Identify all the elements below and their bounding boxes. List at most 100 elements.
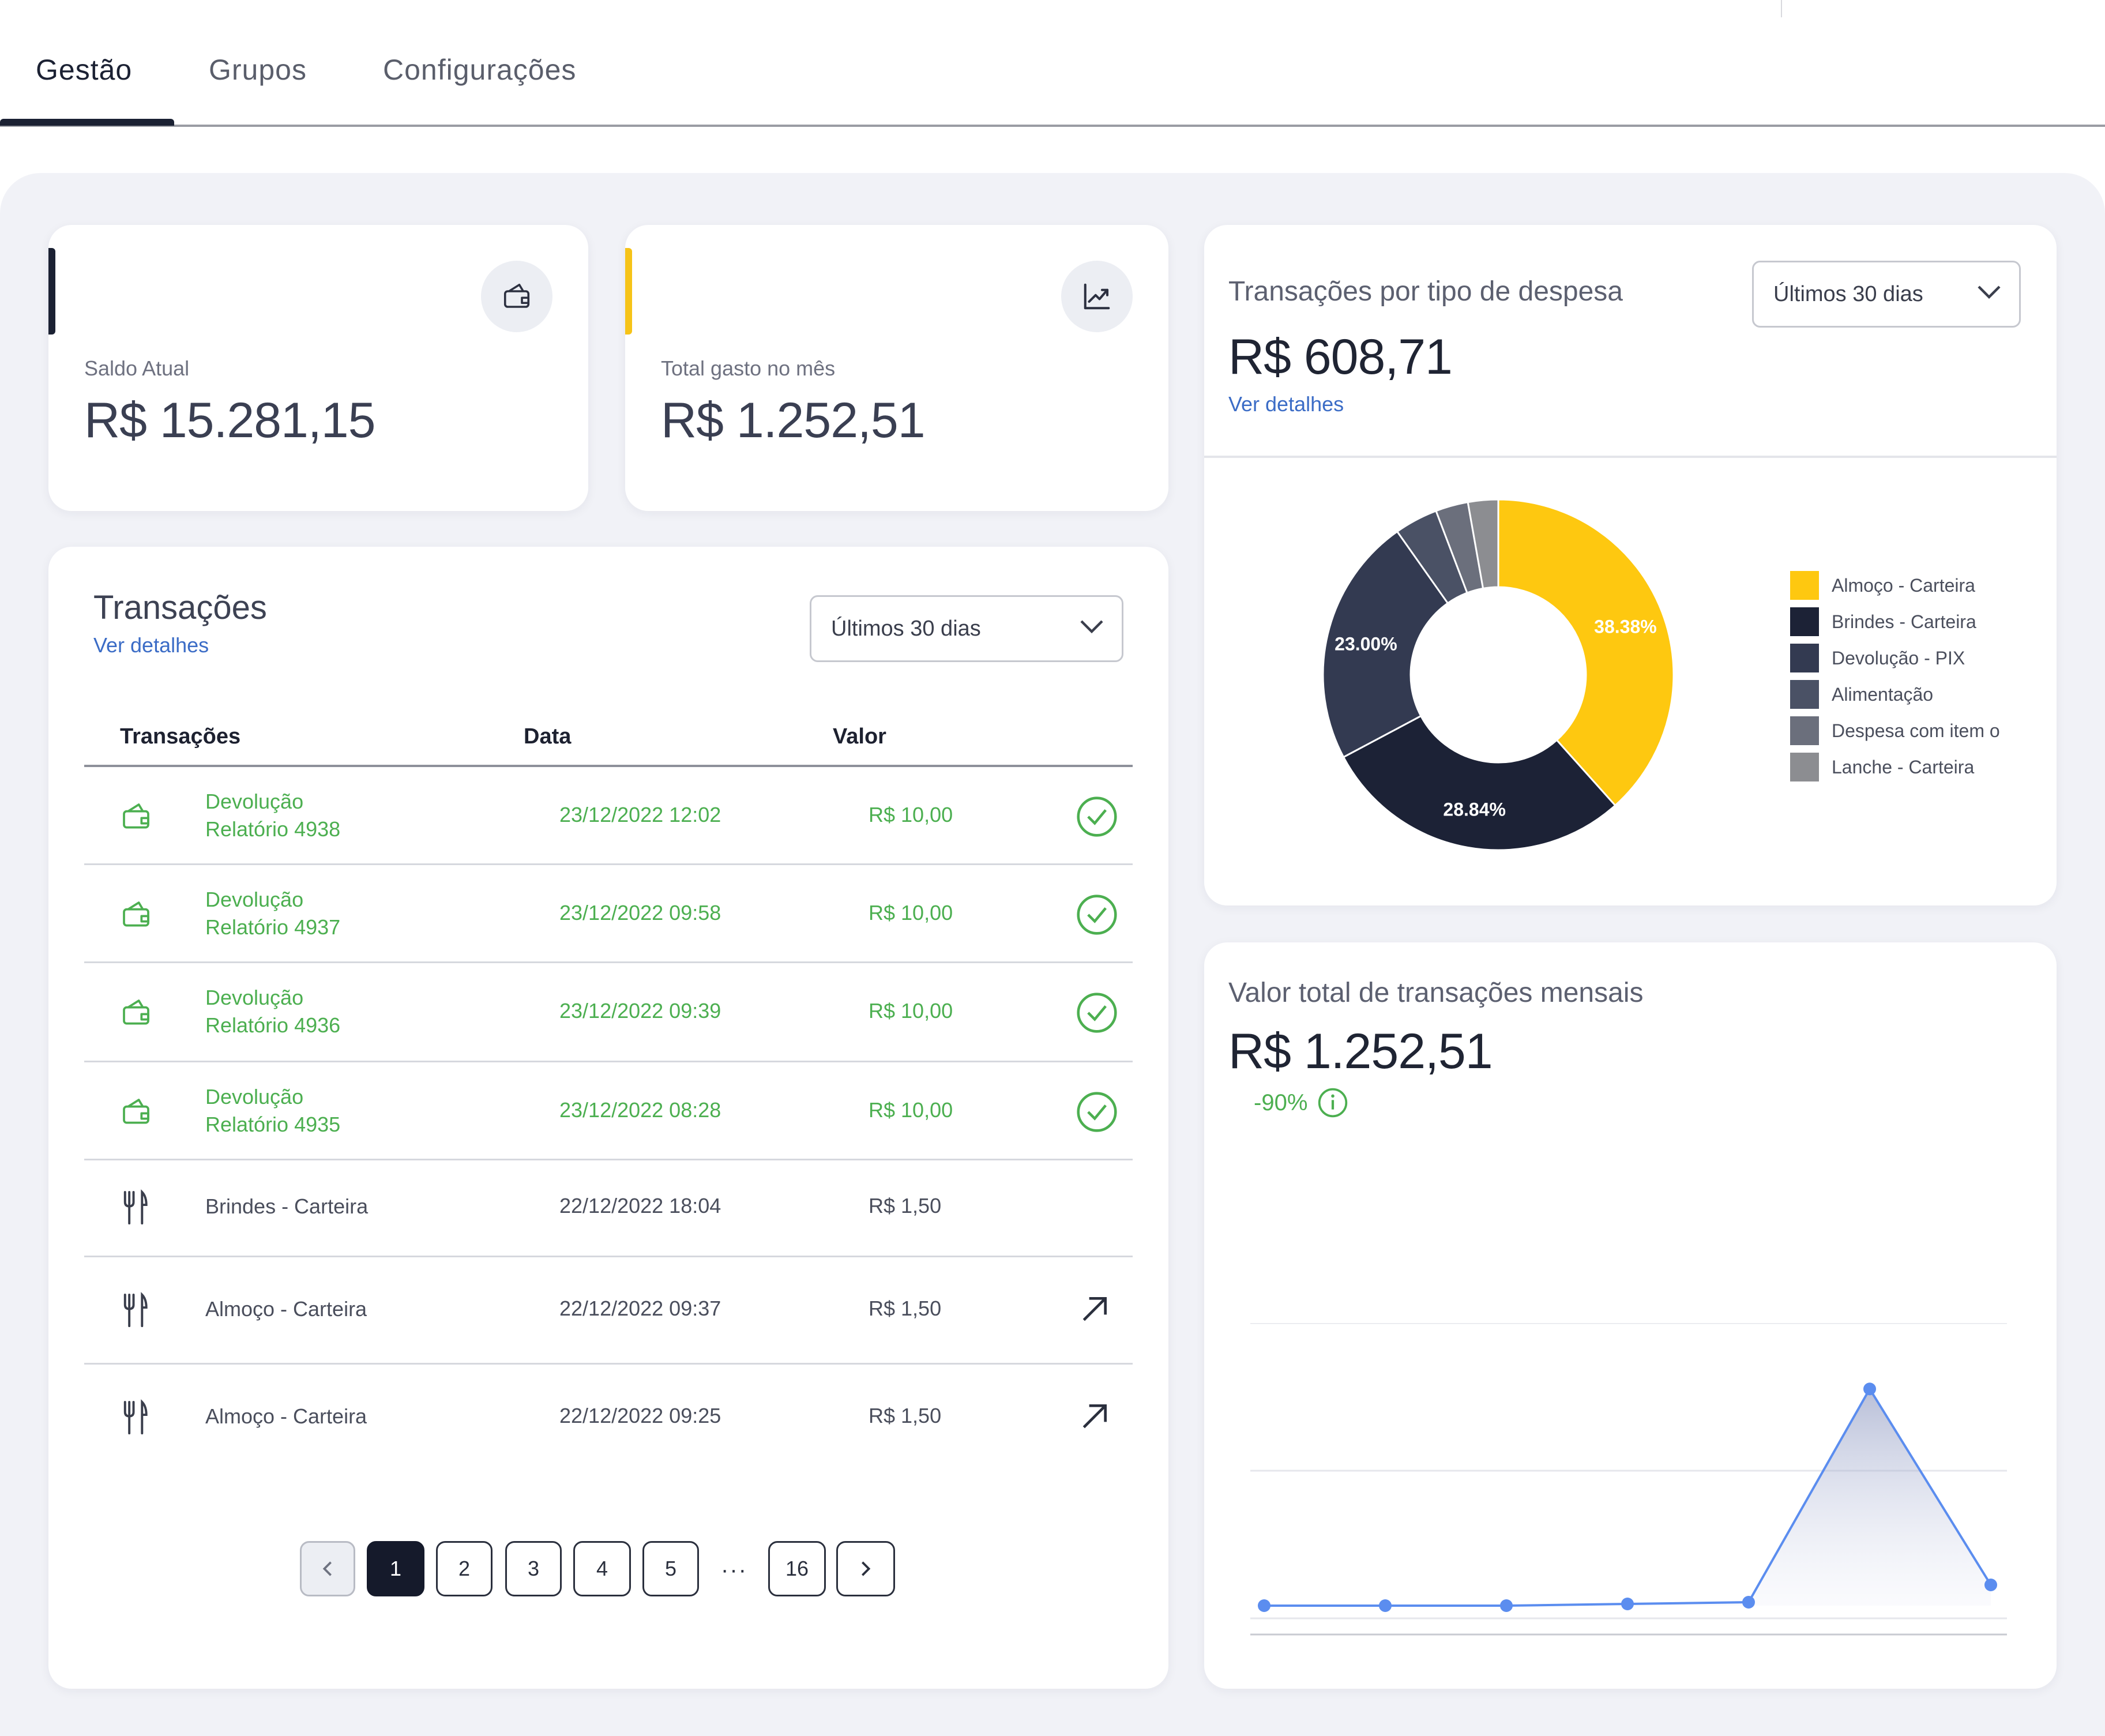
table-row[interactable]: Devolução Relatório 4935 23/12/2022 08:28… [84, 1062, 1133, 1160]
row-divider [84, 1363, 1133, 1365]
transaction-name: Devolução Relatório 4938 [205, 790, 341, 841]
check-circle-icon [1077, 1092, 1117, 1132]
data-point[interactable] [1621, 1598, 1634, 1610]
legend-swatch [1790, 571, 1819, 600]
legend-swatch [1790, 680, 1819, 709]
transaction-name: Almoço - Carteira [205, 1297, 367, 1321]
row-divider [84, 1256, 1133, 1257]
legend-label: Brindes - Carteira [1832, 611, 1976, 632]
expense-details-link[interactable]: Ver detalhes [1228, 392, 1344, 416]
area-fill [1264, 1389, 1991, 1606]
transaction-date: 22/12/2022 09:37 [559, 1297, 721, 1320]
check-circle-icon [1077, 993, 1117, 1033]
wallet-icon [123, 803, 149, 829]
info-icon[interactable] [1317, 1087, 1349, 1119]
legend-item[interactable]: Despesa com item o [1790, 716, 2022, 745]
transactions-details-link[interactable]: Ver detalhes [93, 633, 209, 657]
pagination-prev-button[interactable] [300, 1541, 355, 1596]
transactions-period-value: Últimos 30 dias [831, 616, 981, 641]
monthly-total-title: Valor total de transações mensais [1228, 978, 1644, 1008]
column-header-date[interactable]: Data [524, 724, 572, 749]
chevron-left-icon [322, 1561, 332, 1576]
expense-type-title: Transações por tipo de despesa [1228, 276, 1623, 307]
fork-knife-icon [123, 1399, 148, 1435]
table-row[interactable]: Devolução Relatório 4937 23/12/2022 09:58… [84, 865, 1133, 963]
check-circle-icon [1077, 796, 1117, 837]
legend-swatch [1790, 607, 1819, 636]
donut-data-label: 28.84% [1443, 799, 1506, 820]
trend-up-chart-icon[interactable] [1061, 261, 1133, 332]
transaction-name: Almoço - Carteira [205, 1404, 367, 1428]
expense-card-divider [1204, 456, 2057, 458]
pagination-ellipsis: ··· [721, 1557, 747, 1583]
tab-grupos[interactable]: Grupos [209, 54, 307, 86]
arrow-up-right-icon[interactable] [1078, 1400, 1111, 1433]
column-header-transactions[interactable]: Transações [120, 724, 241, 749]
header-divider [1781, 0, 1782, 17]
pagination-page-3[interactable]: 3 [505, 1541, 562, 1596]
table-row[interactable]: Almoço - Carteira 22/12/2022 09:25 R$ 1,… [84, 1365, 1133, 1472]
chevron-down-icon [1978, 285, 2001, 299]
pagination-page-last[interactable]: 16 [768, 1541, 826, 1596]
legend-label: Lanche - Carteira [1832, 756, 1975, 777]
legend-item[interactable]: Brindes - Carteira [1790, 607, 2022, 636]
monthly-area-chart [1250, 1323, 2007, 1636]
donut-slice[interactable] [1342, 715, 1617, 851]
legend-label: Alimentação [1832, 683, 1934, 705]
wallet-icon [123, 1099, 149, 1124]
donut-slice[interactable] [1322, 530, 1449, 758]
table-row[interactable]: Brindes - Carteira 22/12/2022 18:04 R$ 1… [84, 1160, 1133, 1257]
table-row[interactable]: Devolução Relatório 4938 23/12/2022 12:02… [84, 767, 1133, 865]
transaction-name: Devolução Relatório 4935 [205, 1085, 341, 1136]
data-point[interactable] [1863, 1382, 1876, 1396]
column-header-value[interactable]: Valor [833, 724, 886, 749]
table-row[interactable]: Almoço - Carteira 22/12/2022 09:37 R$ 1,… [84, 1257, 1133, 1365]
legend-label: Devolução - PIX [1832, 647, 1965, 668]
expense-type-card: Transações por tipo de despesa R$ 608,71… [1204, 225, 2057, 905]
tab-configuracoes[interactable]: Configurações [383, 54, 577, 86]
data-point[interactable] [1500, 1599, 1513, 1612]
monthly-delta-value: -90% [1254, 1089, 1308, 1115]
legend-item[interactable]: Lanche - Carteira [1790, 753, 2022, 781]
row-divider [84, 863, 1133, 865]
donut-slice[interactable] [1497, 498, 1675, 807]
donut-slice[interactable] [1467, 498, 1499, 590]
pagination-page-5[interactable]: 5 [642, 1541, 699, 1596]
wallet-icon[interactable] [481, 261, 552, 332]
arrow-up-right-icon[interactable] [1078, 1293, 1111, 1325]
transaction-value: R$ 10,00 [869, 1098, 953, 1122]
data-point[interactable] [1379, 1599, 1392, 1612]
transaction-date: 23/12/2022 12:02 [559, 803, 721, 826]
pagination-next-button[interactable] [836, 1541, 895, 1596]
top-tab-bar: Gestão Grupos Configurações [0, 0, 2105, 127]
legend-item[interactable]: Alimentação [1790, 680, 2022, 709]
transactions-title: Transações [93, 589, 267, 626]
tab-gestao[interactable]: Gestão [36, 54, 133, 86]
fork-knife-icon [123, 1189, 148, 1225]
legend-item[interactable]: Almoço - Carteira [1790, 571, 2022, 600]
transaction-value: R$ 10,00 [869, 999, 953, 1023]
spend-value: R$ 1.252,51 [661, 393, 926, 448]
row-divider [84, 1061, 1133, 1062]
legend-swatch [1790, 644, 1819, 672]
check-circle-icon [1077, 895, 1117, 935]
row-divider [84, 1159, 1133, 1160]
data-point[interactable] [1984, 1579, 1997, 1591]
balance-label: Saldo Atual [84, 356, 190, 380]
pagination-page-1[interactable]: 1 [367, 1541, 424, 1596]
legend-item[interactable]: Devolução - PIX [1790, 644, 2022, 672]
fork-knife-icon [123, 1292, 148, 1328]
table-row[interactable]: Devolução Relatório 4936 23/12/2022 09:39… [84, 963, 1133, 1062]
expense-period-select[interactable]: Últimos 30 dias [1752, 261, 2021, 328]
data-point[interactable] [1742, 1596, 1755, 1609]
pagination-page-2[interactable]: 2 [436, 1541, 493, 1596]
pagination-page-4[interactable]: 4 [573, 1541, 631, 1596]
transactions-card: Transações Ver detalhes Últimos 30 dias … [48, 547, 1168, 1689]
transaction-value: R$ 10,00 [869, 803, 953, 826]
legend-swatch [1790, 753, 1819, 781]
transactions-period-select[interactable]: Últimos 30 dias [810, 595, 1123, 662]
balance-value: R$ 15.281,15 [84, 393, 375, 448]
row-divider [84, 961, 1133, 963]
expense-period-value: Últimos 30 dias [1773, 281, 1923, 306]
data-point[interactable] [1258, 1599, 1270, 1612]
